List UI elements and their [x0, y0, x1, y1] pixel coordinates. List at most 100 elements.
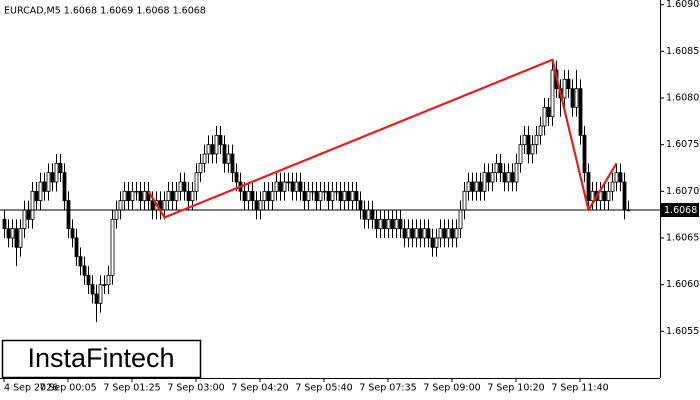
candle-body: [26, 209, 31, 220]
y-tick-label: 1.6070: [666, 186, 699, 197]
candle-body: [346, 190, 351, 202]
candle-body: [454, 228, 459, 239]
candle-body: [6, 228, 11, 239]
candle-body: [406, 228, 411, 239]
candle-body: [334, 190, 339, 193]
candle-body: [606, 190, 611, 202]
candle-body: [126, 190, 131, 202]
candle-body: [534, 134, 539, 146]
candle-body: [562, 78, 567, 99]
y-tick-label: 1.6075: [666, 139, 699, 150]
candle-body: [94, 293, 99, 304]
candle-body: [478, 181, 483, 192]
candle-body: [142, 190, 147, 202]
candle-body: [622, 181, 627, 211]
candle-body: [202, 153, 207, 164]
candle-body: [434, 237, 439, 248]
x-tick-label: 7 Sep 03:00: [167, 383, 224, 394]
candle-body: [318, 190, 323, 202]
candle-body: [14, 228, 19, 248]
y-tick-label: 1.6055: [666, 326, 699, 337]
candle-body: [310, 190, 315, 193]
candle-body: [70, 228, 75, 239]
pattern-line: [147, 58, 618, 219]
candle-body: [46, 172, 51, 192]
candle-body: [494, 162, 499, 174]
candle-body: [174, 190, 179, 202]
candle-body: [18, 228, 23, 248]
candle-body: [330, 190, 335, 202]
candle-body: [578, 88, 583, 136]
logo: InstaFintech: [27, 343, 174, 373]
candle-body: [290, 181, 295, 192]
candle-body: [342, 190, 347, 202]
y-tick-label: 1.6085: [666, 46, 699, 57]
candle-body: [102, 284, 107, 286]
candle-body: [614, 172, 619, 183]
candle-body: [618, 172, 623, 183]
candle-body: [138, 190, 143, 202]
candle-body: [474, 181, 479, 192]
candle-body: [354, 190, 359, 202]
candle-body: [294, 181, 299, 192]
candle-body: [218, 134, 223, 146]
candle-body: [522, 134, 527, 146]
x-tick-label: 7 Sep 11:40: [551, 383, 608, 394]
candle-body: [254, 200, 259, 211]
candle-body: [286, 181, 291, 184]
candle-body: [526, 134, 531, 155]
candle-body: [186, 190, 191, 202]
candle-body: [314, 190, 319, 202]
candle-body: [266, 190, 271, 202]
candle-body: [122, 190, 127, 202]
candle-body: [430, 237, 435, 248]
candle-body: [470, 181, 475, 192]
candle-body: [306, 190, 311, 202]
candle-body: [66, 200, 71, 230]
candle-body: [574, 88, 579, 108]
candle-body: [130, 190, 135, 202]
x-tick-label: 7 Sep 07:35: [359, 383, 416, 394]
price-tag-label: 1.6068: [664, 205, 697, 216]
x-tick-label: 7 Sep 01:25: [103, 383, 160, 394]
y-tick-label: 1.6080: [666, 93, 699, 104]
candle-body: [426, 228, 431, 239]
candle-body: [226, 153, 231, 164]
x-tick-label: 7 Sep 09:00: [423, 383, 480, 394]
candle-body: [410, 228, 415, 239]
candle-body: [110, 218, 115, 276]
candle-body: [514, 162, 519, 183]
candle-body: [366, 209, 371, 220]
candle-body: [486, 172, 491, 183]
candle-body: [546, 106, 551, 118]
candle-body: [302, 190, 307, 202]
candle-body: [206, 144, 211, 155]
candle-body: [298, 181, 303, 192]
candle-body: [370, 209, 375, 220]
candle-body: [214, 134, 219, 155]
candle-body: [582, 134, 587, 174]
candle-body: [166, 190, 171, 202]
candle-body: [518, 144, 523, 164]
candle-body: [586, 172, 591, 202]
candle-body: [362, 209, 367, 220]
candle-body: [74, 237, 79, 258]
candle-body: [278, 181, 283, 192]
candle-body: [134, 190, 139, 193]
x-tick-label: 4 Sep 2026: [4, 383, 58, 394]
x-tick-label: 7 Sep 00:05: [39, 383, 96, 394]
candle-body: [2, 218, 7, 230]
candle-body: [382, 218, 387, 230]
candle-body: [442, 228, 447, 239]
candle-body: [182, 181, 187, 192]
candle-body: [418, 228, 423, 239]
candle-body: [42, 181, 47, 192]
candle-body: [390, 218, 395, 230]
candle-body: [398, 218, 403, 230]
candle-body: [482, 172, 487, 192]
candle-body: [458, 209, 463, 230]
candle-body: [270, 190, 275, 202]
candle-body: [338, 190, 343, 202]
candle-body: [422, 228, 427, 239]
